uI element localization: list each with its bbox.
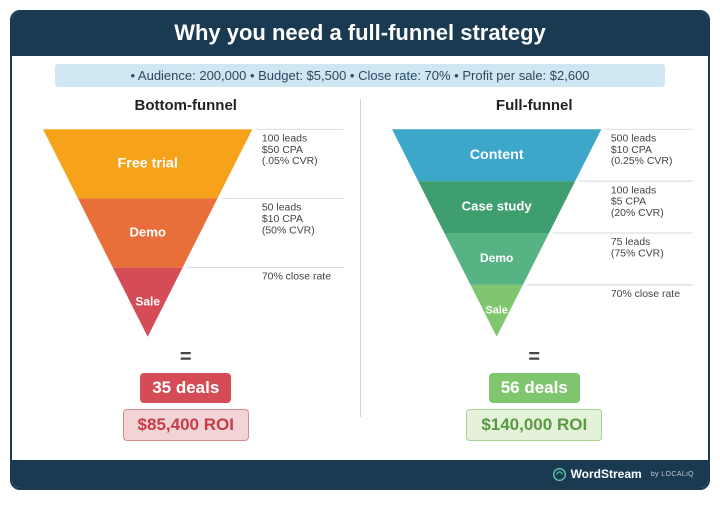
- segment-label: Case study: [461, 199, 532, 214]
- left-column: Bottom-funnel Free trial 100 leads$50 CPA…: [12, 93, 360, 463]
- segment-metric: 70% close rate: [610, 289, 679, 300]
- assumptions-bar: • Audience: 200,000 • Budget: $5,500 • C…: [55, 64, 665, 87]
- equals-left: =: [24, 346, 348, 369]
- left-deals-badge: 35 deals: [140, 373, 231, 403]
- segment-metric: $10 CPA: [262, 214, 303, 225]
- segment-metric: 500 leads: [610, 133, 655, 144]
- equals-right: =: [373, 346, 697, 369]
- segment-metric: $5 CPA: [610, 197, 645, 208]
- segment-label: Free trial: [118, 156, 178, 172]
- segment-metric: 100 leads: [610, 185, 655, 196]
- title-bar: Why you need a full-funnel strategy: [12, 12, 708, 56]
- right-funnel: Content 500 leads$10 CPA(0.25% CVR) Case s…: [373, 118, 697, 348]
- right-roi-badge: $140,000 ROI: [466, 409, 602, 441]
- segment-label: Sale: [135, 294, 160, 308]
- segment-metric: $10 CPA: [610, 145, 651, 156]
- segment-metric: (0.25% CVR): [610, 156, 672, 167]
- segment-metric: 75 leads: [610, 237, 650, 248]
- left-roi-badge: $85,400 ROI: [123, 409, 249, 441]
- right-title: Full-funnel: [373, 97, 697, 114]
- segment-label: Demo: [480, 251, 513, 265]
- brand: WordStream by LOCALiQ: [553, 467, 694, 481]
- left-funnel: Free trial 100 leads$50 CPA(.05% CVR) Demo…: [24, 118, 348, 348]
- right-deals-badge: 56 deals: [489, 373, 580, 403]
- segment-metric: (.05% CVR): [262, 156, 318, 167]
- right-column: Full-funnel Content 500 leads$10 CPA(0.25…: [361, 93, 709, 463]
- segment-metric: $50 CPA: [262, 145, 303, 156]
- infographic-card: Why you need a full-funnel strategy • Au…: [10, 10, 710, 490]
- brand-icon: [553, 468, 566, 481]
- right-badges: 56 deals $140,000 ROI: [373, 373, 697, 441]
- page-title: Why you need a full-funnel strategy: [174, 20, 546, 45]
- segment-label: Sale: [485, 305, 507, 317]
- segment-metric: 70% close rate: [262, 272, 331, 283]
- segment-label: Demo: [129, 224, 165, 239]
- brand-name: WordStream: [571, 467, 642, 481]
- brand-byline: by LOCALiQ: [651, 471, 694, 478]
- segment-metric: 50 leads: [262, 203, 302, 214]
- segment-metric: (75% CVR): [610, 249, 663, 260]
- segment-metric: (20% CVR): [610, 208, 663, 219]
- columns: Bottom-funnel Free trial100 leads$50 CPA…: [12, 93, 708, 463]
- left-badges: 35 deals $85,400 ROI: [24, 373, 348, 441]
- left-title: Bottom-funnel: [24, 97, 348, 114]
- segment-metric: (50% CVR): [262, 225, 315, 236]
- segment-metric: 100 leads: [262, 133, 307, 144]
- footer-bar: WordStream by LOCALiQ: [12, 460, 708, 488]
- segment-label: Content: [469, 147, 523, 163]
